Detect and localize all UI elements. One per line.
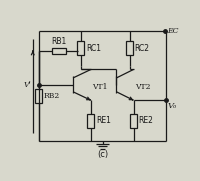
Text: RC1: RC1 bbox=[86, 44, 101, 53]
Text: RC2: RC2 bbox=[135, 44, 150, 53]
Bar bbox=[77, 41, 84, 55]
Text: RE1: RE1 bbox=[96, 116, 111, 125]
Text: VT1: VT1 bbox=[92, 83, 108, 91]
Bar bbox=[52, 48, 66, 54]
Bar bbox=[130, 114, 137, 128]
Bar bbox=[87, 114, 94, 128]
Text: (c): (c) bbox=[97, 150, 108, 159]
Text: RB2: RB2 bbox=[44, 92, 60, 100]
Text: RB1: RB1 bbox=[51, 37, 66, 46]
Text: Vᴵ: Vᴵ bbox=[24, 81, 31, 89]
Text: Vₒ: Vₒ bbox=[168, 102, 177, 110]
Bar bbox=[126, 41, 133, 55]
Text: VT2: VT2 bbox=[135, 83, 151, 91]
Text: RE2: RE2 bbox=[139, 116, 153, 125]
Bar bbox=[35, 89, 42, 103]
Text: EC: EC bbox=[167, 27, 178, 35]
